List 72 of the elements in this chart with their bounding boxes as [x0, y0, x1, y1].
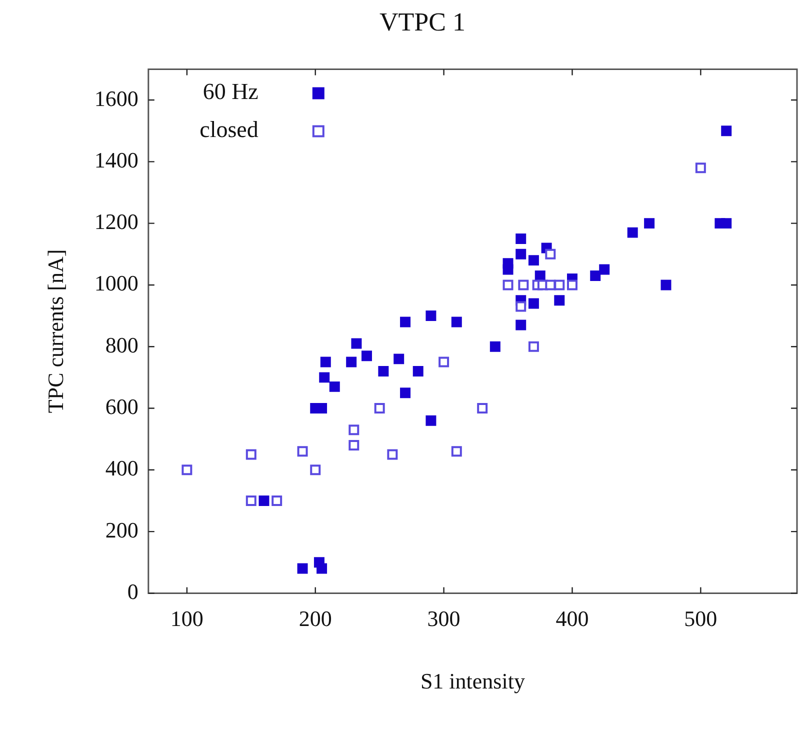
point	[297, 446, 308, 457]
y-tick-label: 1200	[94, 209, 138, 234]
point	[566, 280, 578, 290]
point	[518, 280, 529, 290]
point	[451, 446, 462, 457]
point	[660, 280, 672, 290]
chart-title: VTPC 1	[380, 7, 466, 36]
x-axis-title: S1 intensity	[420, 668, 525, 694]
point	[516, 301, 526, 312]
point	[374, 403, 385, 414]
point	[451, 316, 462, 328]
point	[412, 366, 424, 377]
point	[346, 356, 357, 368]
point	[258, 495, 270, 506]
point	[627, 227, 638, 238]
x-tick-label: 100	[170, 606, 204, 632]
point	[348, 424, 360, 436]
point	[329, 381, 340, 392]
point	[599, 264, 610, 275]
point	[502, 280, 514, 290]
point	[545, 248, 556, 260]
point	[319, 372, 330, 383]
point	[316, 563, 328, 574]
point	[438, 356, 450, 368]
x-tick-label: 400	[556, 606, 589, 632]
point	[528, 298, 539, 309]
point	[400, 388, 411, 398]
point	[502, 264, 514, 275]
y-tick-label: 1600	[94, 86, 138, 111]
legend-label: 60 Hz	[202, 79, 258, 104]
point	[378, 366, 389, 377]
point	[516, 233, 526, 244]
x-tick-label: 200	[298, 606, 332, 632]
point	[528, 341, 539, 352]
x-tick-label: 300	[427, 606, 460, 632]
legend-label: closed	[200, 117, 259, 142]
y-tick-label: 1400	[94, 147, 138, 172]
point	[362, 350, 372, 362]
point	[246, 495, 256, 506]
point	[721, 126, 732, 136]
point	[426, 310, 436, 322]
y-tick-label: 400	[105, 456, 138, 481]
point	[490, 341, 500, 352]
point	[721, 218, 732, 229]
point	[320, 356, 331, 368]
point	[695, 162, 706, 174]
point	[310, 464, 321, 476]
y-tick-label: 600	[105, 394, 138, 420]
y-tick-label: 800	[105, 332, 138, 358]
point	[554, 295, 565, 306]
y-axis-title: TPC currents [nA]	[42, 249, 68, 414]
point	[528, 255, 539, 266]
point	[246, 449, 256, 460]
point	[297, 563, 308, 574]
point	[516, 248, 526, 260]
point	[590, 270, 601, 281]
y-tick-label: 0	[127, 578, 138, 604]
point	[351, 338, 362, 349]
y-tick-label: 200	[105, 517, 138, 542]
point	[400, 316, 411, 328]
point	[516, 320, 526, 330]
point	[182, 464, 192, 476]
point	[272, 495, 282, 506]
point	[387, 449, 398, 460]
point	[554, 280, 565, 290]
y-tick-label: 1000	[94, 270, 138, 296]
point	[394, 354, 404, 364]
point	[644, 218, 655, 229]
point	[348, 440, 360, 450]
point	[426, 415, 436, 426]
x-tick-label: 500	[684, 606, 718, 632]
point	[477, 403, 488, 414]
